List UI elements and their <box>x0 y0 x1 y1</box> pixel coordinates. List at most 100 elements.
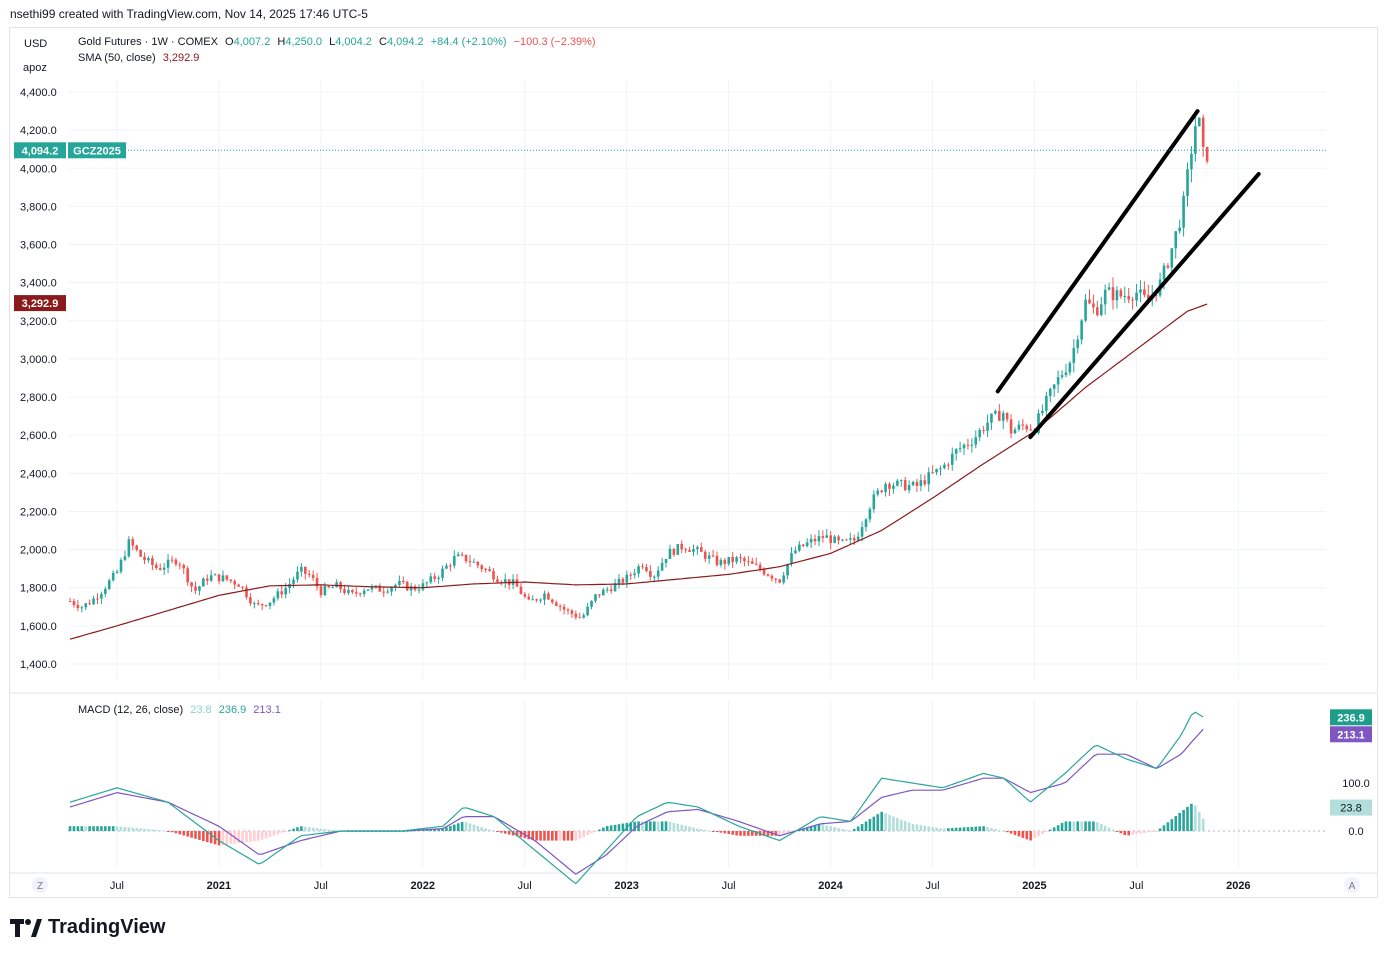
macd-line-tag <box>1330 709 1372 726</box>
macd-histogram-bar <box>566 831 570 841</box>
candle-body <box>143 556 146 561</box>
macd-histogram-bar <box>656 821 660 831</box>
candle-body <box>1178 227 1181 232</box>
macd-histogram-bar <box>594 831 597 832</box>
macd-histogram-bar <box>762 831 766 836</box>
macd-histogram-bar <box>492 830 495 832</box>
candle-body <box>943 464 946 469</box>
candle-body <box>566 609 570 611</box>
candle-body <box>680 543 684 550</box>
candle-body <box>727 557 731 564</box>
macd-histogram-bar <box>872 816 876 831</box>
candle-body <box>503 579 507 583</box>
macd-histogram-bar <box>1154 831 1158 832</box>
macd-histogram-bar <box>139 828 142 831</box>
candle-body <box>394 584 397 588</box>
macd-histogram-bar <box>605 826 609 831</box>
candle-body <box>1001 413 1005 421</box>
macd-histogram-bar <box>194 831 197 839</box>
candle-body <box>868 509 872 520</box>
currency-button[interactable]: USD <box>24 38 48 50</box>
macd-histogram-bar <box>143 828 146 831</box>
candle-body <box>1135 292 1138 301</box>
zoom-out-label: Z <box>37 881 43 892</box>
candle-body <box>1037 413 1040 433</box>
candle-body <box>272 598 276 603</box>
candle-body <box>837 536 840 541</box>
candle-body <box>409 586 413 591</box>
trendline[interactable] <box>995 109 1200 394</box>
candle-body <box>794 550 797 554</box>
candle-body <box>633 573 636 576</box>
candle-body <box>731 557 734 562</box>
macd-histogram-bar <box>982 826 985 831</box>
macd-histogram-bar <box>899 819 903 831</box>
candle-body <box>347 590 350 593</box>
candle-body <box>405 581 409 591</box>
macd-histogram-bar <box>237 831 240 844</box>
candle-body <box>119 559 123 572</box>
macd-line-value: 236.9 <box>218 704 247 716</box>
candle-body <box>774 578 778 580</box>
sma-label: SMA (50, close) <box>78 52 156 64</box>
candle-body <box>186 568 189 583</box>
price-axis-tick: 3,200.0 <box>20 316 57 328</box>
macd-histogram-bar <box>511 831 515 836</box>
candle-body <box>88 603 91 605</box>
macd-histogram-bar <box>664 821 668 831</box>
candle-body <box>990 413 993 423</box>
candle-body <box>327 586 331 588</box>
price-axis-tick: 2,800.0 <box>20 392 57 404</box>
macd-histogram-bar <box>1068 821 1072 831</box>
candle-body <box>1162 265 1166 280</box>
macd-histogram-bar <box>700 829 703 831</box>
macd-histogram-bar <box>272 831 276 836</box>
zoom-out-button[interactable] <box>32 877 48 893</box>
macd-histogram-bar <box>809 826 813 831</box>
macd-histogram-bar <box>1080 821 1083 831</box>
candle-body <box>158 568 162 570</box>
price-axis-tick: 3,400.0 <box>20 278 57 290</box>
candle-body <box>515 579 519 587</box>
candle-body <box>311 575 315 578</box>
candle-body <box>198 586 201 591</box>
macd-histogram-bar <box>868 819 872 831</box>
trendline[interactable] <box>1028 171 1261 440</box>
macd-histogram-bar <box>782 831 785 835</box>
candle-body <box>429 576 433 583</box>
macd-histogram-bar <box>1194 805 1197 831</box>
macd-histogram-bar <box>315 828 319 831</box>
candle-body <box>460 554 464 556</box>
candle-body <box>335 582 338 588</box>
tradingview-logo[interactable]: TradingView <box>10 916 165 939</box>
candle-body <box>96 598 99 600</box>
macd-histogram-bar <box>1037 831 1040 837</box>
macd-histogram-bar <box>323 829 327 831</box>
macd-histogram-bar <box>652 821 656 831</box>
time-axis-tick: Jul <box>1129 880 1143 892</box>
macd-histogram-bar <box>496 831 499 832</box>
macd-histogram-bar <box>127 827 131 831</box>
candle-body <box>378 585 382 592</box>
candle-body <box>845 539 848 541</box>
candle-body <box>1009 419 1013 434</box>
zoom-in-button[interactable] <box>1344 877 1360 893</box>
macd-histogram-bar <box>833 827 836 831</box>
candle-body <box>484 569 487 571</box>
candle-body <box>76 604 80 609</box>
candle-body <box>1201 117 1205 147</box>
candle-body <box>523 594 527 597</box>
candle-body <box>1080 320 1083 340</box>
macd-histogram-bar <box>115 826 119 831</box>
candle-body <box>1052 384 1056 389</box>
macd-histogram-bar <box>970 826 974 831</box>
macd-histogram-bar <box>747 831 750 836</box>
scale-mode-button[interactable]: apoz <box>23 62 47 74</box>
macd-histogram-bar <box>680 824 684 831</box>
open-value: 4,007.2 <box>233 36 271 48</box>
candle-body <box>386 591 389 593</box>
macd-histogram-bar <box>276 831 280 835</box>
candle-body <box>821 536 825 538</box>
macd-line-tag-text: 236.9 <box>1337 712 1365 724</box>
